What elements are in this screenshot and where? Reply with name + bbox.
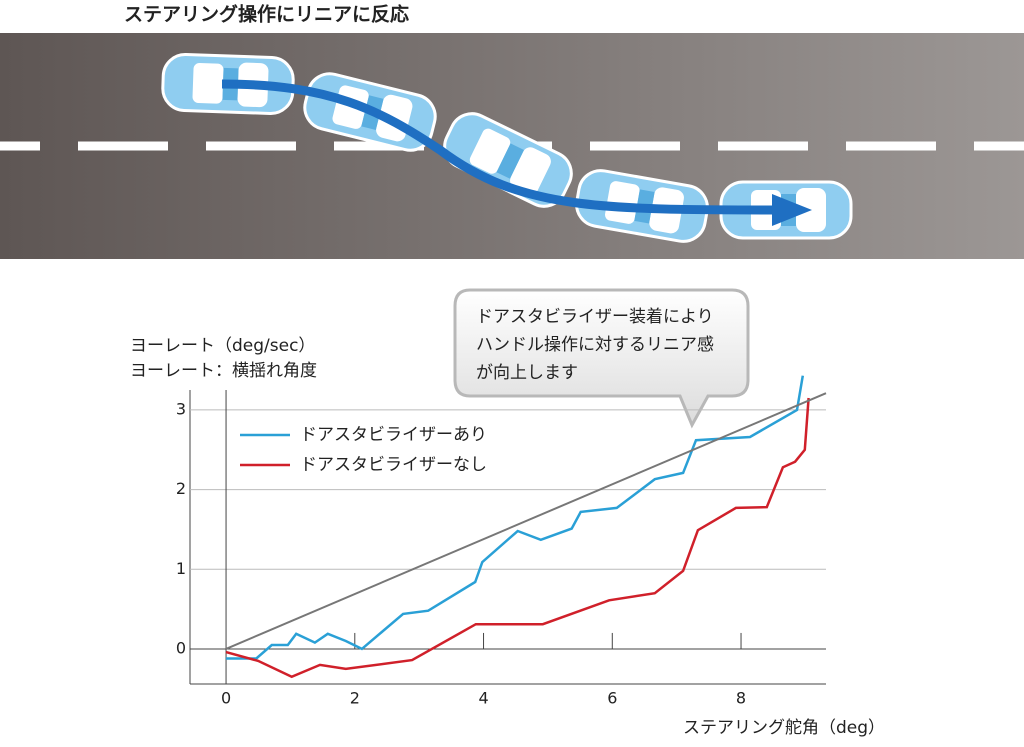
- series-line: [226, 375, 805, 660]
- y-tick-label: 2: [176, 479, 186, 498]
- y-tick-label: 3: [176, 399, 186, 418]
- path-arrow: [221, 79, 791, 215]
- y-tick-label: 1: [176, 559, 186, 578]
- series-line: [225, 397, 810, 679]
- x-tick-label: 6: [607, 689, 617, 708]
- callout-text: ドアスタビライザー装着により: [476, 307, 714, 327]
- x-tick-label: 2: [350, 689, 360, 708]
- x-tick-label: 4: [478, 689, 488, 708]
- legend-label: ドアスタビライザーなし: [300, 455, 487, 475]
- page-title: ステアリング操作にリニアに反応: [124, 3, 409, 26]
- x-tick-label: 0: [221, 689, 231, 708]
- y-axis-label: ヨーレート：横揺れ角度: [130, 361, 317, 381]
- callout-text: が向上します: [476, 363, 578, 383]
- y-axis-label: ヨーレート（deg/sec）: [130, 336, 315, 356]
- callout-text: ハンドル操作に対するリニア感: [476, 335, 714, 355]
- legend-label: ドアスタビライザーあり: [300, 425, 487, 445]
- callout: [453, 288, 750, 429]
- x-axis-label: ステアリング舵角（deg）: [683, 718, 885, 738]
- arrow-head: [772, 194, 812, 226]
- y-tick-label: 0: [176, 638, 186, 657]
- series-line: [225, 392, 827, 650]
- x-tick-label: 8: [736, 689, 746, 708]
